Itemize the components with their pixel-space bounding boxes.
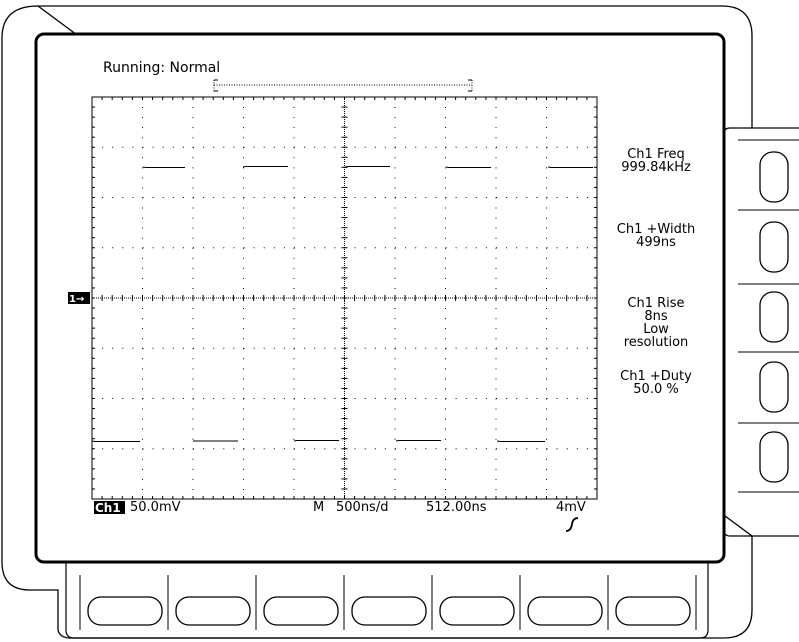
bottom-button-3[interactable] [263, 596, 339, 626]
side-menu-item-title: Ch1 +Duty [620, 369, 692, 384]
side-button-2[interactable] [759, 221, 789, 273]
side-button-4[interactable] [759, 361, 789, 413]
acquisition-status: Running: Normal [103, 60, 221, 76]
side-button-1[interactable] [759, 151, 789, 203]
channel1-marker [68, 292, 90, 304]
ch1-readout-badge [94, 501, 125, 514]
bottom-button-1[interactable] [87, 596, 163, 626]
side-menu-item-duty: Ch1 +Duty 50.0 % [591, 370, 721, 396]
side-menu-item-title: Ch1 +Width [616, 222, 696, 237]
side-button-panel [723, 127, 799, 537]
side-menu-item-freq: Ch1 Freq 999.84kHz [591, 148, 721, 174]
channel1-marker-label: 1→ [69, 294, 84, 305]
side-menu-item-value: 499ns [636, 235, 676, 250]
bottom-button-5[interactable] [439, 596, 515, 626]
bottom-button-7[interactable] [615, 596, 691, 626]
rising-edge-icon [565, 517, 579, 532]
channel1-waveform [91, 165, 593, 443]
outer-bezel [1, 5, 799, 639]
bottom-button-panel [65, 562, 709, 639]
bottom-menu-separators [79, 575, 697, 630]
side-menu-item-value: 999.84kHz [621, 160, 691, 175]
side-menu-item-rise: Ch1 Rise 8ns Low resolution [591, 297, 721, 349]
record-view-bracket [213, 79, 473, 92]
side-menu-item-note: resolution [623, 335, 689, 350]
graticule [91, 96, 598, 500]
side-menu-item-title: Ch1 Freq [627, 147, 685, 162]
side-menu-item-width: Ch1 +Width 499ns [591, 223, 721, 249]
readout-channel: Ch1 [95, 501, 121, 515]
bottom-button-4[interactable] [351, 596, 427, 626]
side-menu-item-title: Ch1 Rise [627, 296, 685, 311]
side-menu-separators [738, 139, 799, 493]
bottom-button-2[interactable] [175, 596, 251, 626]
side-button-5[interactable] [759, 431, 789, 483]
bottom-button-6[interactable] [527, 596, 603, 626]
readout-trigger-level: 4mV [556, 500, 586, 515]
side-menu-item-note: Low [643, 322, 669, 337]
readout-time-div: 500ns/d [336, 500, 389, 515]
readout-delay: 512.00ns [426, 500, 487, 515]
side-menu-item-value: 8ns [644, 309, 668, 324]
readout-timebase-prefix: M [313, 500, 325, 515]
side-button-3[interactable] [759, 291, 789, 343]
readout-volts-div: 50.0mV [130, 500, 181, 515]
side-menu-item-value: 50.0 % [633, 382, 679, 397]
